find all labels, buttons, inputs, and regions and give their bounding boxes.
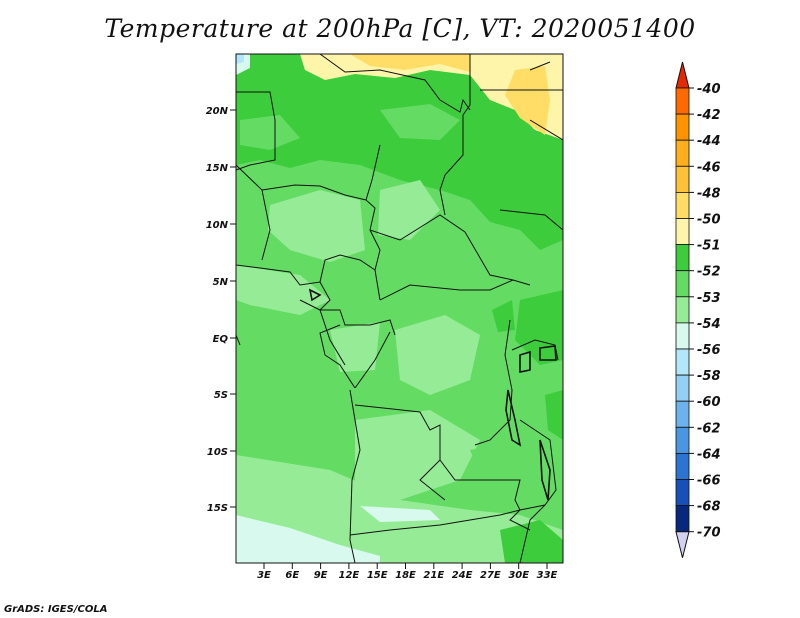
colorbar-label: -54 — [697, 317, 721, 332]
lat-label: 15N — [206, 163, 229, 174]
lat-label: 5S — [214, 390, 228, 401]
colorbar-label: -46 — [697, 160, 721, 175]
colorbar-swatch — [675, 348, 690, 376]
lat-label: 15S — [207, 503, 228, 514]
colorbar-label: -48 — [697, 186, 721, 201]
lon-label: 27E — [480, 570, 501, 581]
colorbar-swatch — [675, 322, 690, 350]
colorbar-swatch — [675, 191, 690, 219]
lat-label: EQ — [213, 334, 229, 345]
lon-label: 18E — [395, 570, 416, 581]
lat-label: 20N — [206, 106, 229, 117]
colorbar-label: -50 — [697, 213, 721, 228]
colorbar-label: -66 — [697, 474, 721, 489]
longitude-axis: 3E 6E 9E 12E 15E 18E 21E 24E 27E 30E 33E — [257, 563, 558, 581]
colorbar-label: -58 — [697, 369, 721, 384]
colorbar-swatch — [675, 426, 690, 454]
colorbar-label: -40 — [697, 82, 721, 97]
colorbar-swatch — [675, 505, 690, 533]
colorbar-label: -62 — [697, 421, 721, 436]
lat-label: 10S — [207, 447, 228, 458]
colorbar-swatch — [675, 374, 690, 402]
colorbar-label: -53 — [697, 291, 721, 306]
country-borders — [236, 54, 563, 563]
lon-label: 30E — [508, 570, 529, 581]
colorbar-label: -64 — [697, 447, 721, 462]
lon-label: 33E — [537, 570, 558, 581]
lat-label: 10N — [206, 220, 229, 231]
colorbar-swatch — [675, 400, 690, 428]
colorbar-label: -52 — [697, 265, 721, 280]
temperature-field — [236, 54, 563, 563]
chart-title: Temperature at 200hPa [C], VT: 202005140… — [104, 14, 696, 43]
colorbar-bottom-arrow — [675, 531, 690, 558]
colorbar-label: -56 — [697, 343, 721, 358]
lon-label: 6E — [285, 570, 299, 581]
colorbar-label: -60 — [697, 395, 721, 410]
lon-label: 3E — [257, 570, 271, 581]
colorbar-label: -68 — [697, 500, 721, 515]
colorbar-swatch — [675, 452, 690, 480]
colorbar-swatch — [675, 479, 690, 507]
colorbar-label: -44 — [697, 134, 721, 149]
colorbar-swatch — [675, 244, 690, 272]
lakes — [308, 288, 557, 501]
lon-label: 15E — [367, 570, 388, 581]
grads-credit: GrADS: IGES/COLA — [4, 604, 108, 615]
colorbar-label: -51 — [697, 239, 721, 254]
colorbar-label: -70 — [697, 526, 721, 541]
colorbar-swatch — [675, 87, 690, 115]
lon-label: 9E — [314, 570, 328, 581]
colorbar-swatch — [675, 270, 690, 298]
colorbar-swatch — [675, 296, 690, 324]
map-frame — [235, 53, 564, 564]
latitude-axis: 20N 15N 10N 5N EQ 5S 10S 15S — [206, 106, 236, 514]
colorbar-top-arrow — [675, 61, 690, 89]
colorbar-swatch — [675, 113, 690, 141]
colorbar-swatch — [675, 139, 690, 167]
colorbar-swatch — [675, 218, 690, 246]
colorbar-label: -42 — [697, 108, 721, 123]
lon-label: 24E — [452, 570, 473, 581]
colorbar: -40 -42 -44 -46 -48 -50 -51 -52 -53 -54 -56 -58 -60 -… — [675, 61, 721, 558]
lon-label: 12E — [339, 570, 360, 581]
lon-label: 21E — [423, 570, 444, 581]
colorbar-swatch — [675, 165, 690, 193]
lat-label: 5N — [213, 277, 229, 288]
